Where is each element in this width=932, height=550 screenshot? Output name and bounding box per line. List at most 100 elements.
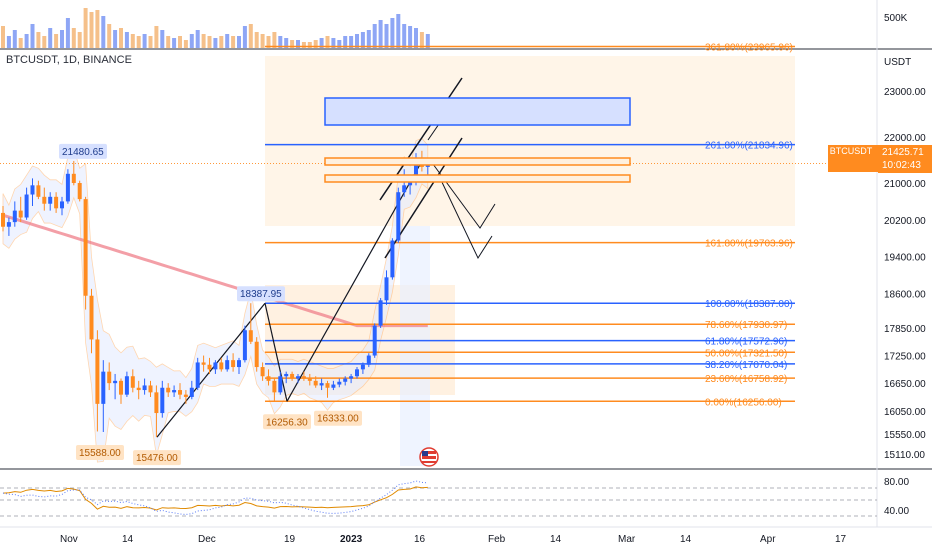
target-box[interactable] [324, 97, 631, 126]
candle-body[interactable] [384, 277, 389, 301]
candle-body[interactable] [349, 376, 354, 379]
time-axis-label: 14 [680, 534, 692, 545]
projection-path-down[interactable] [439, 177, 493, 260]
candle-body[interactable] [166, 387, 171, 393]
candle-body[interactable] [260, 367, 265, 377]
price-callout-bg [314, 410, 362, 426]
candle-body[interactable] [372, 325, 377, 356]
candle-body[interactable] [54, 196, 59, 209]
volume-bar [307, 42, 312, 48]
candle-body[interactable] [130, 376, 135, 388]
indicator-axis-tick: 40.00 [884, 506, 909, 517]
candle-body[interactable] [42, 196, 47, 204]
price-tag-box[interactable]: 21425.71 10:02:43 [878, 145, 932, 173]
candle-body[interactable] [77, 183, 82, 200]
candle-body[interactable] [113, 380, 118, 384]
candle-body[interactable] [248, 330, 253, 342]
bar-countdown: 10:02:43 [882, 160, 921, 171]
candle-body[interactable] [83, 199, 88, 296]
candle-body[interactable] [307, 378, 312, 381]
candle-body[interactable] [331, 384, 336, 388]
candle-body[interactable] [95, 339, 100, 404]
candle-body[interactable] [71, 173, 76, 184]
candle-body[interactable] [101, 371, 106, 404]
candle-body[interactable] [231, 360, 236, 368]
candle-body[interactable] [30, 185, 35, 195]
candle-body[interactable] [225, 360, 230, 370]
volume-bar [95, 10, 100, 48]
resistance-box-2[interactable] [324, 174, 631, 183]
volume-bar [266, 36, 271, 48]
candle-body[interactable] [154, 392, 159, 414]
candle-body[interactable] [142, 385, 147, 391]
candle-body[interactable] [337, 381, 342, 385]
candle-body[interactable] [189, 387, 194, 397]
us-flag-event-icon[interactable] [419, 447, 439, 467]
candle-body[interactable] [119, 380, 123, 395]
candle-body[interactable] [408, 180, 413, 186]
candle-body[interactable] [183, 394, 188, 397]
candle-body[interactable] [172, 390, 177, 393]
time-axis-label: Dec [198, 534, 216, 545]
volume-bar [48, 28, 53, 48]
candle-body[interactable] [301, 376, 306, 379]
candle-body[interactable] [325, 383, 330, 388]
candle-body[interactable] [396, 192, 401, 241]
candle-body[interactable] [360, 364, 365, 370]
candle-body[interactable] [201, 362, 206, 365]
candle-body[interactable] [366, 355, 371, 365]
candle-body[interactable] [60, 201, 64, 209]
time-axis-label: 16 [414, 534, 426, 545]
fib-level-label: 100.00%(18387.00) [705, 299, 793, 310]
candle-body[interactable] [402, 185, 407, 193]
candle-body[interactable] [213, 362, 218, 370]
candle-body[interactable] [296, 376, 300, 379]
volume-bar [77, 32, 82, 48]
candle-body[interactable] [178, 390, 182, 395]
candle-body[interactable] [207, 364, 212, 370]
candle-body[interactable] [237, 360, 241, 368]
volume-bar [60, 30, 64, 48]
volume-bar [425, 34, 430, 48]
trendline-up-1[interactable] [156, 302, 266, 438]
price-callout-label: 15476.00 [136, 453, 178, 464]
candle-body[interactable] [12, 210, 17, 223]
candle-body[interactable] [319, 383, 324, 386]
candle-body[interactable] [378, 300, 383, 326]
candle-body[interactable] [18, 210, 23, 218]
candle-body[interactable] [266, 376, 271, 381]
current-price-tag[interactable]: BTCUSDT [828, 145, 878, 172]
candle-body[interactable] [278, 376, 283, 393]
price-callout-bg [263, 414, 311, 430]
fib-level-label: 50.00%(17321.50) [705, 348, 787, 359]
candle-body[interactable] [272, 380, 277, 393]
price-callout: 16333.00 [314, 410, 362, 426]
volume-bar [166, 36, 171, 48]
candle-body[interactable] [148, 385, 153, 393]
candle-body[interactable] [219, 362, 224, 370]
candle-body[interactable] [89, 295, 94, 340]
candle-body[interactable] [1, 212, 5, 227]
candle-body[interactable] [136, 387, 141, 391]
candle-body[interactable] [355, 369, 359, 377]
candle-body[interactable] [284, 373, 289, 377]
candle-body[interactable] [195, 362, 200, 388]
candle-body[interactable] [124, 376, 129, 395]
candle-body[interactable] [160, 387, 165, 414]
candle-body[interactable] [242, 330, 247, 361]
trendline-down[interactable] [264, 303, 288, 402]
candle-body[interactable] [24, 194, 29, 218]
candle-body[interactable] [290, 373, 295, 379]
candle-body[interactable] [48, 196, 53, 204]
candle-body[interactable] [65, 173, 70, 202]
candle-body[interactable] [107, 371, 112, 384]
candle-body[interactable] [36, 185, 41, 197]
candle-body[interactable] [254, 341, 259, 368]
candle-body[interactable] [390, 240, 395, 278]
candle-body[interactable] [414, 157, 418, 181]
candle-body[interactable] [6, 222, 11, 227]
candle-body[interactable] [313, 380, 318, 386]
candle-body[interactable] [343, 378, 348, 382]
resistance-box-1[interactable] [324, 157, 631, 166]
